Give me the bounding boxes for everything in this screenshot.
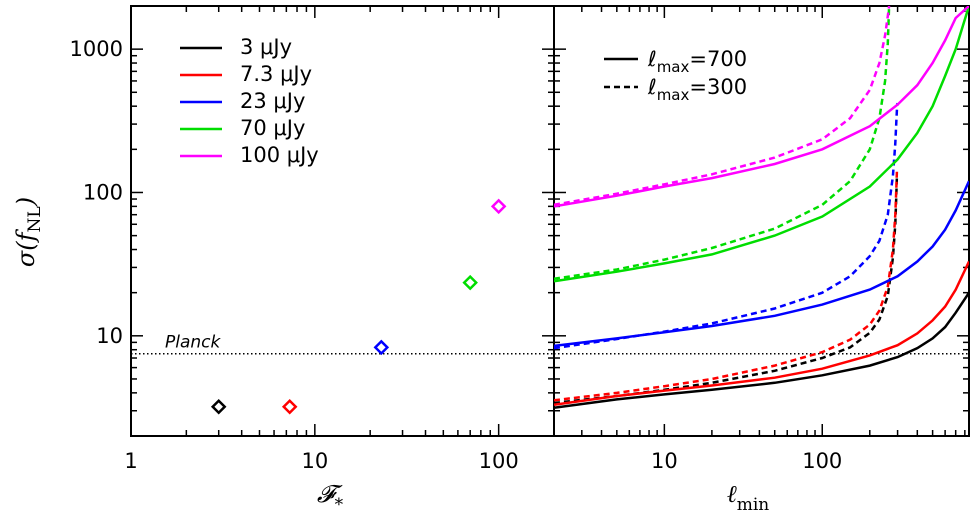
- legend-entry-label: 23 μJy: [240, 89, 305, 113]
- planck-label: Planck: [165, 333, 222, 353]
- data-point-diamond: [281, 398, 298, 415]
- series-line: [554, 260, 969, 407]
- legend-entry-label: 3 μJy: [240, 35, 292, 59]
- series-line: [554, 171, 899, 402]
- series-line: [554, 176, 899, 405]
- data-point-diamond: [373, 339, 390, 356]
- right-x-tick-label: 10: [651, 449, 678, 473]
- data-point-diamond: [490, 198, 507, 215]
- series-line: [554, 292, 969, 409]
- y-axis-label: σ(fNL): [12, 197, 45, 267]
- data-point-diamond: [210, 398, 227, 415]
- legend-entry-label: 70 μJy: [240, 116, 305, 140]
- data-point-diamond: [462, 274, 478, 291]
- series-line: [554, 6, 969, 208]
- series-line: [554, 6, 969, 283]
- left-y-tick-label: 1000: [70, 37, 123, 61]
- series-line: [554, 102, 899, 350]
- legend-entry-label: 100 μJy: [240, 143, 319, 167]
- curves-group: [554, 6, 969, 409]
- legend-entry-label: ℓmax=700: [647, 47, 747, 76]
- left-x-axis-label: 𝓕*: [317, 480, 344, 515]
- series-line: [554, 6, 891, 281]
- series-line: [554, 180, 969, 348]
- left-y-tick-label: 100: [83, 180, 123, 204]
- left-x-tick-label: 10: [301, 449, 328, 473]
- left-panel: 1 10 100 10 100 1000 Planck 3 μJy 7.3 μJy 23 μJy 7…: [70, 5, 555, 473]
- right-x-axis-label: ℓmin: [727, 480, 770, 515]
- left-x-tick-label: 1: [124, 449, 137, 473]
- legend-entry-label: 7.3 μJy: [240, 62, 312, 86]
- legend-entry-label: ℓmax=300: [647, 75, 747, 104]
- right-x-tick-label: 100: [802, 449, 842, 473]
- left-x-tick-label: 100: [479, 449, 519, 473]
- left-plot-frame: [130, 5, 555, 437]
- series-line: [554, 6, 891, 207]
- right-plot-frame: [553, 5, 970, 437]
- left-y-tick-label: 10: [96, 324, 123, 348]
